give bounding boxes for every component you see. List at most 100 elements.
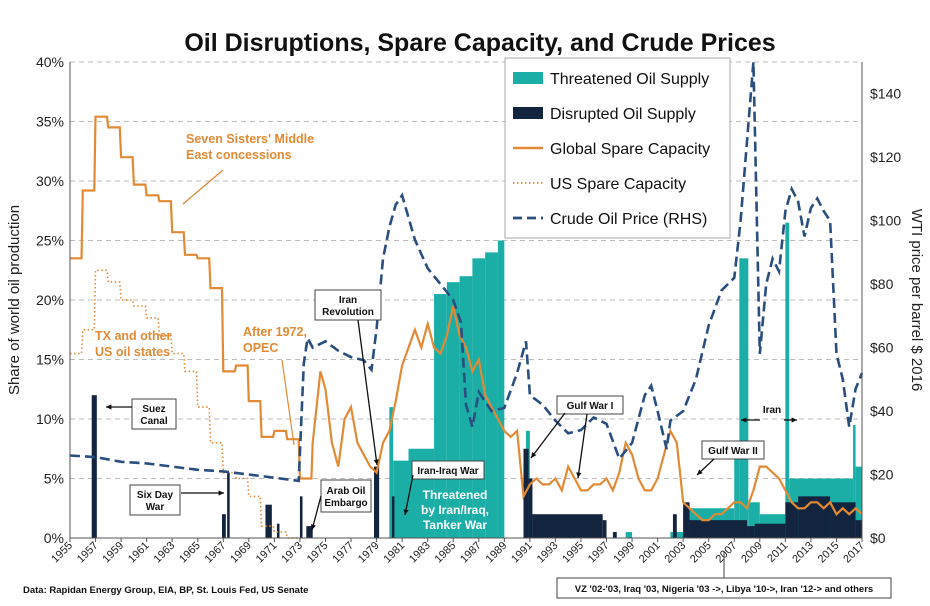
- y2-tick-60: $60: [870, 340, 894, 356]
- disrupted-oil-supply-bar-19: [785, 502, 799, 538]
- x-tick-1991: 1991: [509, 540, 535, 566]
- annotation-after-1972-line-1: OPEC: [243, 341, 278, 355]
- annotations: Seven Sisters' Middle East concessions TX …: [95, 132, 892, 599]
- annotation-arab-embargo-line-1: Embargo: [324, 498, 367, 509]
- x-tick-1969: 1969: [228, 540, 254, 566]
- disrupted-oil-supply-bar-22: [855, 520, 862, 538]
- y2-tick-40: $40: [870, 403, 894, 419]
- annotation-gulf-war-2-line-0: Gulf War II: [708, 446, 758, 457]
- annotation-tx-us-oil-line-0: TX and other: [95, 329, 172, 343]
- x-tick-1977: 1977: [330, 540, 356, 566]
- annotation-six-day-arrow-head: [218, 490, 224, 496]
- y-tick-25: 25%: [36, 233, 64, 249]
- annotation-gulf-war-1-arrow-b-head: [576, 472, 582, 478]
- annotation-after-1972-line-0: After 1972,: [243, 325, 307, 339]
- annotation-six-day-line-0: Six Day: [137, 490, 174, 501]
- y2-tick-0: $0: [870, 530, 886, 546]
- annotation-gulf-war-2-box: [701, 440, 765, 460]
- annotation-tx-us-oil: TX and other US oil states: [95, 329, 172, 359]
- annotation-gulf-war-1-arrow-a: [530, 412, 566, 459]
- annotation-threatened-tanker-line-1: by Iran/Iraq,: [421, 503, 489, 517]
- us-spare-capacity-line: [70, 269, 300, 539]
- y-tick-35: 35%: [36, 114, 64, 130]
- annotation-gulf-war-1-line-0: Gulf War I: [567, 401, 614, 412]
- annotation-iran-revolution-box: [314, 289, 382, 321]
- x-tick-1973: 1973: [279, 540, 305, 566]
- disrupted-oil-supply-bar-13: [612, 532, 617, 538]
- annotation-threatened-tanker-line-2: Tanker War: [423, 518, 487, 532]
- disrupted-oil-supply-bar-0: [91, 395, 97, 538]
- annotation-iran-revolution-line-0: Iran: [339, 295, 357, 306]
- x-tick-2009: 2009: [739, 540, 765, 566]
- threatened-oil-supply-bar-1: [393, 460, 409, 538]
- annotation-six-day-line-1: War: [146, 502, 165, 513]
- x-tick-1961: 1961: [126, 540, 152, 566]
- annotation-iran-revolution-arrow-head: [373, 459, 379, 465]
- annotation-arab-embargo: Arab Oil Embargo: [324, 486, 367, 509]
- x-tick-1997: 1997: [586, 540, 612, 566]
- x-tick-2013: 2013: [790, 540, 816, 566]
- legend-item-us-spare-capacity-label: US Spare Capacity: [550, 176, 686, 193]
- x-tick-1989: 1989: [484, 540, 510, 566]
- annotation-after-1972: After 1972, OPEC: [243, 325, 307, 355]
- annotation-gulf-war-1: Gulf War I: [567, 401, 614, 412]
- y-tick-15: 15%: [36, 352, 64, 368]
- disrupted-oil-supply-bar-1: [222, 514, 226, 538]
- x-tick-1981: 1981: [381, 540, 407, 566]
- series-lines: [69, 61, 864, 539]
- x-tick-1999: 1999: [611, 540, 637, 566]
- annotation-iran-iraq-box: [411, 460, 485, 480]
- annotation-six-day-box: [129, 484, 181, 516]
- legend-item-disrupted-oil-supply-swatch: [513, 107, 543, 119]
- x-tick-2003: 2003: [662, 540, 688, 566]
- chart-title: Oil Disruptions, Spare Capacity, and Cru…: [184, 29, 775, 57]
- x-tick-1967: 1967: [203, 540, 229, 566]
- x-tick-1983: 1983: [407, 540, 433, 566]
- threatened-oil-supply-bar-0: [389, 407, 394, 538]
- annotation-gulf-war-1-box: [556, 395, 624, 415]
- y2-tick-100: $100: [870, 213, 901, 229]
- disrupted-oil-supply-bar-18: [754, 523, 786, 538]
- x-tick-1971: 1971: [254, 540, 280, 566]
- legend-item-threatened-oil-supply-label: Threatened Oil Supply: [550, 71, 709, 88]
- crude-oil-price-rhs-line: [69, 61, 864, 483]
- x-tick-2011: 2011: [765, 540, 790, 565]
- x-tick-1959: 1959: [100, 540, 126, 566]
- annotation-tx-us-oil-line-1: US oil states: [95, 345, 170, 359]
- annotation-iran: Iran: [763, 405, 781, 416]
- y2-tick-80: $80: [870, 276, 894, 292]
- x-tick-2005: 2005: [688, 540, 714, 566]
- threatened-oil-supply-bar-8: [497, 240, 505, 538]
- y-tick-40: 40%: [36, 54, 64, 70]
- threatened-oil-supply-bar-15: [748, 502, 760, 538]
- x-tick-2001: 2001: [637, 540, 663, 566]
- x-tick-2015: 2015: [816, 540, 842, 566]
- disrupted-oil-supply-bar-17: [747, 526, 755, 538]
- annotation-arab-embargo-arrow: [311, 495, 322, 531]
- annotation-seven-sisters: Seven Sisters' Middle East concessions: [186, 132, 314, 162]
- annotation-threatened-tanker-line-0: Threatened: [423, 488, 488, 502]
- x-tick-1979: 1979: [356, 540, 382, 566]
- disrupted-oil-supply-bar-12: [602, 520, 607, 538]
- annotation-bottom-note: VZ '02-'03, Iraq '03, Nigeria '03 ->, Li…: [575, 584, 873, 595]
- source-note: Data: Rapidan Energy Group, EIA, BP, St.…: [23, 585, 308, 596]
- y2-tick-120: $120: [870, 149, 901, 165]
- legend-item-crude-oil-price-rhs-label: Crude Oil Price (RHS): [550, 211, 707, 228]
- disrupted-oil-supply-bar-4: [276, 523, 280, 538]
- x-tick-1985: 1985: [433, 540, 459, 566]
- disrupted-oil-supply-bar-5: [299, 496, 303, 538]
- annotation-arab-embargo-box: [320, 479, 372, 513]
- annotation-arab-embargo-arrow-head: [310, 524, 316, 530]
- annotation-after-1972-leader: [281, 359, 295, 446]
- y-tick-10: 10%: [36, 411, 64, 427]
- annotation-iran-iraq-line-0: Iran-Iraq War: [417, 466, 478, 477]
- y2-tick-20: $20: [870, 467, 894, 483]
- threatened-oil-supply-bar-20: [855, 466, 862, 538]
- x-tick-1975: 1975: [305, 540, 331, 566]
- disrupted-oil-supply-bar-15: [683, 502, 690, 538]
- annotation-seven-sisters-line-1: East concessions: [186, 148, 292, 162]
- x-tick-1957: 1957: [75, 540, 101, 566]
- annotation-six-day: Six Day War: [137, 490, 174, 513]
- threatened-oil-supply-bar-7: [485, 252, 498, 538]
